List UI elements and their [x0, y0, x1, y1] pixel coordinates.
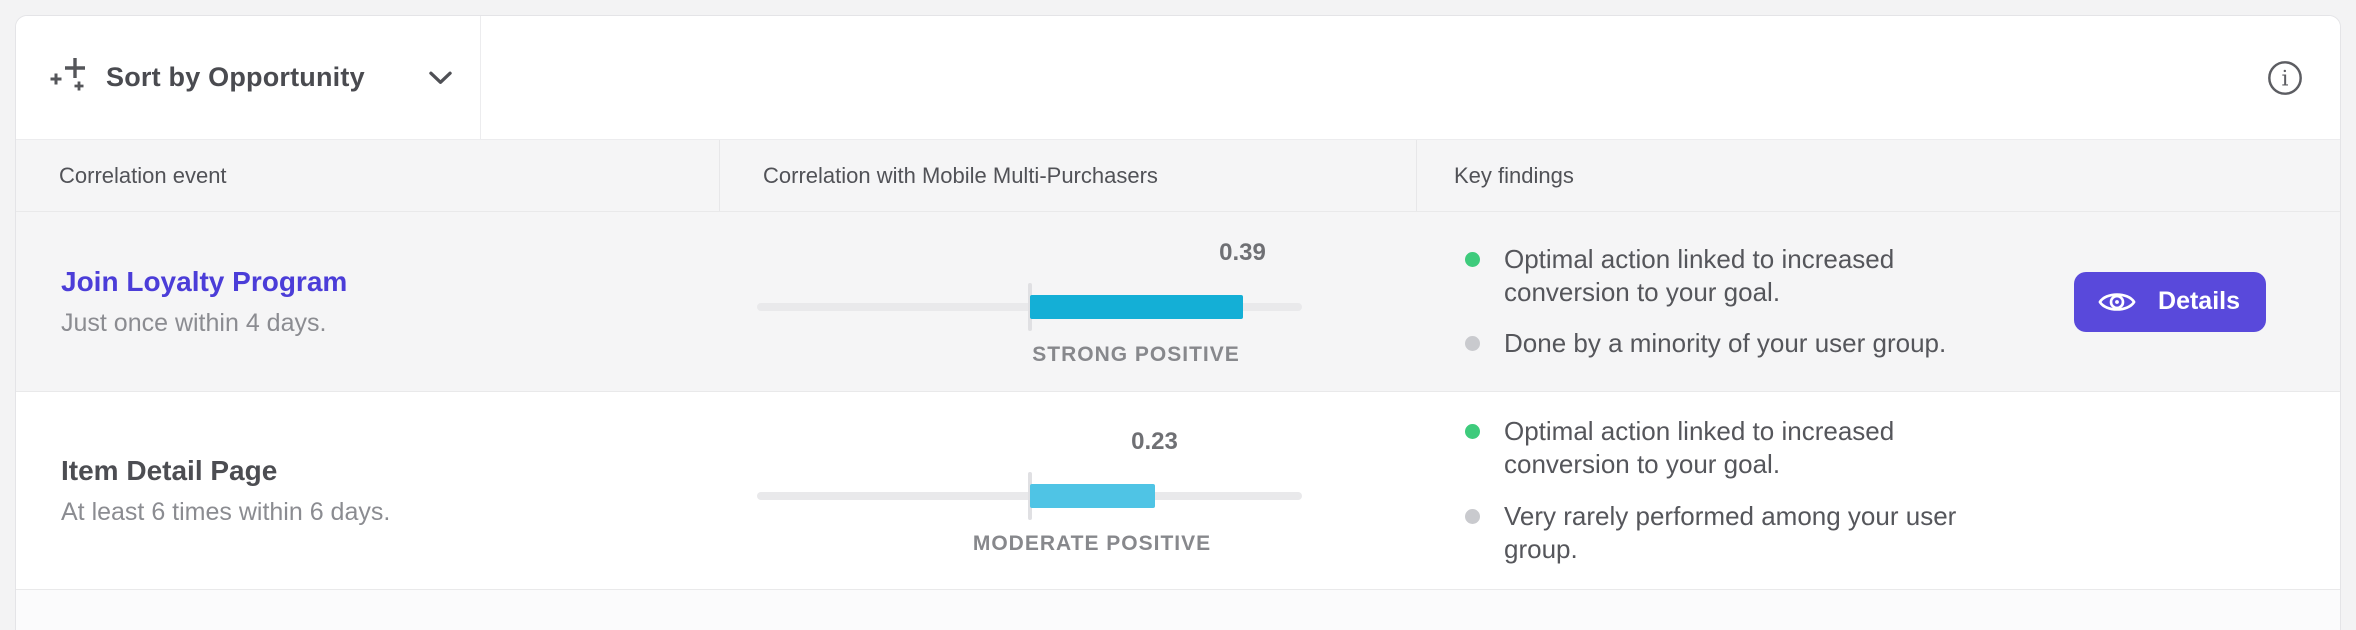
svg-text:i: i: [2282, 66, 2289, 91]
finding-text: Very rarely performed among your user gr…: [1504, 500, 1957, 564]
toolbar-spacer: i: [481, 16, 2340, 139]
event-subtitle: At least 6 times within 6 days.: [61, 497, 391, 526]
key-findings-cell: Optimal action linked to increased conve…: [1417, 212, 2340, 391]
eye-icon: [2098, 292, 2136, 311]
info-icon: i: [2268, 60, 2302, 95]
key-findings-cell: Optimal action linked to increased conve…: [1417, 392, 2340, 589]
details-button[interactable]: Details: [2074, 271, 2266, 332]
correlations-panel: Sort by Opportunity i Correlation event …: [15, 15, 2341, 630]
sort-by-label: Sort by Opportunity: [106, 62, 365, 92]
correlation-bar-widget: 0.23 MODERATE POSITIVE: [757, 416, 1302, 566]
finding-item: Very rarely performed among your user gr…: [1465, 500, 2340, 566]
event-cell: Join Loyalty Program Just once within 4 …: [16, 212, 720, 391]
correlation-track: [757, 282, 1302, 331]
info-button[interactable]: i: [2266, 59, 2304, 97]
event-subtitle: Just once within 4 days.: [61, 308, 327, 337]
correlation-bar-fill: [1029, 483, 1155, 508]
positive-dot-icon: [1465, 424, 1480, 440]
neutral-dot-icon: [1465, 508, 1480, 524]
positive-dot-icon: [1465, 251, 1480, 267]
correlation-track: [757, 471, 1302, 520]
event-cell: Item Detail Page At least 6 times within…: [16, 392, 720, 589]
correlation-bar-widget: 0.39 STRONG POSITIVE: [757, 227, 1302, 377]
finding-text: Optimal action linked to increased conve…: [1504, 243, 1895, 307]
correlation-bar-fill: [1029, 294, 1243, 319]
finding-item: Optimal action linked to increased conve…: [1465, 243, 2340, 309]
event-link[interactable]: Join Loyalty Program: [61, 265, 348, 297]
sparkles-icon: [50, 58, 85, 91]
toolbar: Sort by Opportunity i: [16, 16, 2340, 140]
table-row[interactable]: Item Detail Page At least 6 times within…: [16, 392, 2340, 590]
next-table-row-partial[interactable]: [16, 590, 2340, 630]
correlation-cell: 0.39 STRONG POSITIVE: [720, 212, 1417, 391]
finding-text: Optimal action linked to increased conve…: [1504, 416, 1895, 480]
details-button-label: Details: [2158, 287, 2240, 315]
correlation-value: 0.23: [1131, 427, 1178, 455]
column-header-key-findings: Key findings: [1454, 162, 1574, 188]
column-header-correlation-event: Correlation event: [16, 140, 720, 211]
table-row[interactable]: Join Loyalty Program Just once within 4 …: [16, 212, 2340, 392]
table-header: Correlation event Correlation with Mobil…: [16, 140, 2340, 212]
column-header-correlation-with-cohort: Correlation with Mobile Multi-Purchasers: [720, 140, 1417, 211]
sort-by-dropdown[interactable]: Sort by Opportunity: [16, 16, 481, 139]
finding-text: Done by a minority of your user group.: [1504, 328, 1947, 358]
chevron-down-icon: [429, 71, 452, 84]
finding-item: Done by a minority of your user group.: [1465, 327, 2340, 360]
correlation-strength-label: MODERATE POSITIVE: [972, 531, 1212, 555]
correlation-cell: 0.23 MODERATE POSITIVE: [720, 392, 1417, 589]
event-title[interactable]: Item Detail Page: [61, 454, 278, 486]
finding-item: Optimal action linked to increased conve…: [1465, 415, 2340, 481]
correlation-value: 0.39: [1219, 238, 1266, 266]
neutral-dot-icon: [1465, 336, 1480, 351]
correlation-strength-label: STRONG POSITIVE: [1032, 342, 1240, 366]
